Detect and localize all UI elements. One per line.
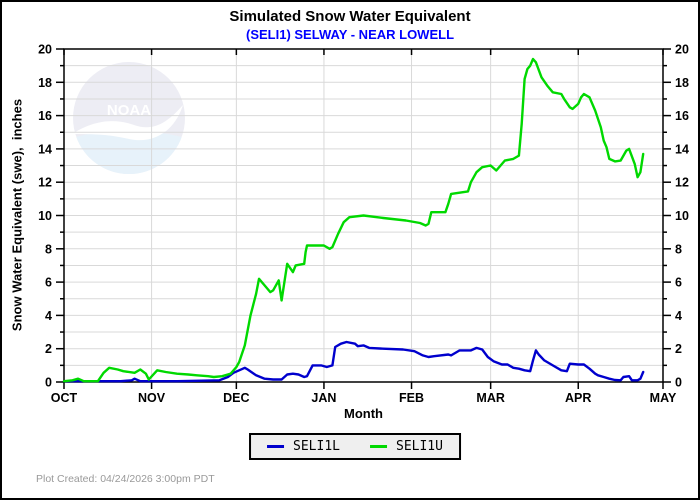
y-tick-label-left: 20 bbox=[38, 43, 52, 57]
legend-item-seli1u: SELI1U bbox=[370, 439, 443, 454]
y-tick-label-right: 2 bbox=[675, 342, 682, 356]
y-tick-label-right: 20 bbox=[675, 43, 689, 57]
x-tick-label: APR bbox=[565, 391, 591, 405]
legend-label-seli1l: SELI1L bbox=[293, 439, 340, 454]
y-tick-label-right: 14 bbox=[675, 142, 689, 156]
y-tick-label-right: 10 bbox=[675, 209, 689, 223]
y-tick-label-left: 0 bbox=[45, 376, 52, 390]
series-seli1u-line bbox=[62, 57, 645, 383]
y-tick-label-left: 4 bbox=[45, 309, 52, 323]
y-tick-label-right: 6 bbox=[675, 276, 682, 290]
y-tick-label-right: 4 bbox=[675, 309, 682, 323]
x-tick-label: MAY bbox=[650, 391, 677, 405]
footer-plot-created: Plot Created: 04/24/2026 3:00pm PDT bbox=[36, 473, 215, 485]
noaa-logo-sea bbox=[76, 131, 182, 175]
legend: SELI1L SELI1U bbox=[249, 433, 461, 460]
legend-swatch-seli1u bbox=[370, 445, 387, 448]
chart-subtitle: (SELI1) SELWAY - NEAR LOWELL bbox=[245, 27, 455, 42]
y-tick-label-left: 8 bbox=[45, 242, 52, 256]
x-tick-label: OCT bbox=[51, 391, 78, 405]
y-tick-label-right: 18 bbox=[675, 76, 689, 90]
grid-layer bbox=[64, 49, 663, 382]
tick-layer bbox=[56, 48, 671, 389]
y-tick-label-right: 12 bbox=[675, 176, 689, 190]
noaa-logo-watermark: NOAA bbox=[72, 62, 185, 175]
y-tick-label-left: 2 bbox=[45, 342, 52, 356]
y-tick-label-left: 12 bbox=[38, 176, 52, 190]
x-tick-label: MAR bbox=[476, 391, 504, 405]
y-tick-label-left: 16 bbox=[38, 109, 52, 123]
y-tick-label-left: 10 bbox=[38, 209, 52, 223]
x-axis-label: Month bbox=[344, 406, 383, 421]
y-tick-label-right: 8 bbox=[675, 242, 682, 256]
y-tick-label-left: 6 bbox=[45, 276, 52, 290]
legend-item-seli1l: SELI1L bbox=[267, 439, 340, 454]
noaa-logo-bird bbox=[72, 105, 183, 141]
y-tick-label-left: 14 bbox=[38, 142, 52, 156]
series-layer bbox=[62, 57, 645, 383]
legend-label-seli1u: SELI1U bbox=[396, 439, 443, 454]
noaa-logo-text: NOAA bbox=[107, 102, 151, 119]
x-tick-label: FEB bbox=[399, 391, 424, 405]
legend-swatch-seli1l bbox=[267, 445, 285, 448]
x-tick-label: DEC bbox=[223, 391, 249, 405]
y-tick-label-right: 16 bbox=[675, 109, 689, 123]
y-tick-label-right: 0 bbox=[675, 376, 682, 390]
y-tick-label-left: 18 bbox=[38, 76, 52, 90]
series-seli1l-line bbox=[62, 340, 645, 383]
x-tick-label: JAN bbox=[311, 391, 336, 405]
chart-title: Simulated Snow Water Equivalent bbox=[229, 8, 471, 25]
y-axis-label: Snow Water Equivalent (swe), inches bbox=[9, 98, 25, 332]
x-tick-label: NOV bbox=[138, 391, 166, 405]
